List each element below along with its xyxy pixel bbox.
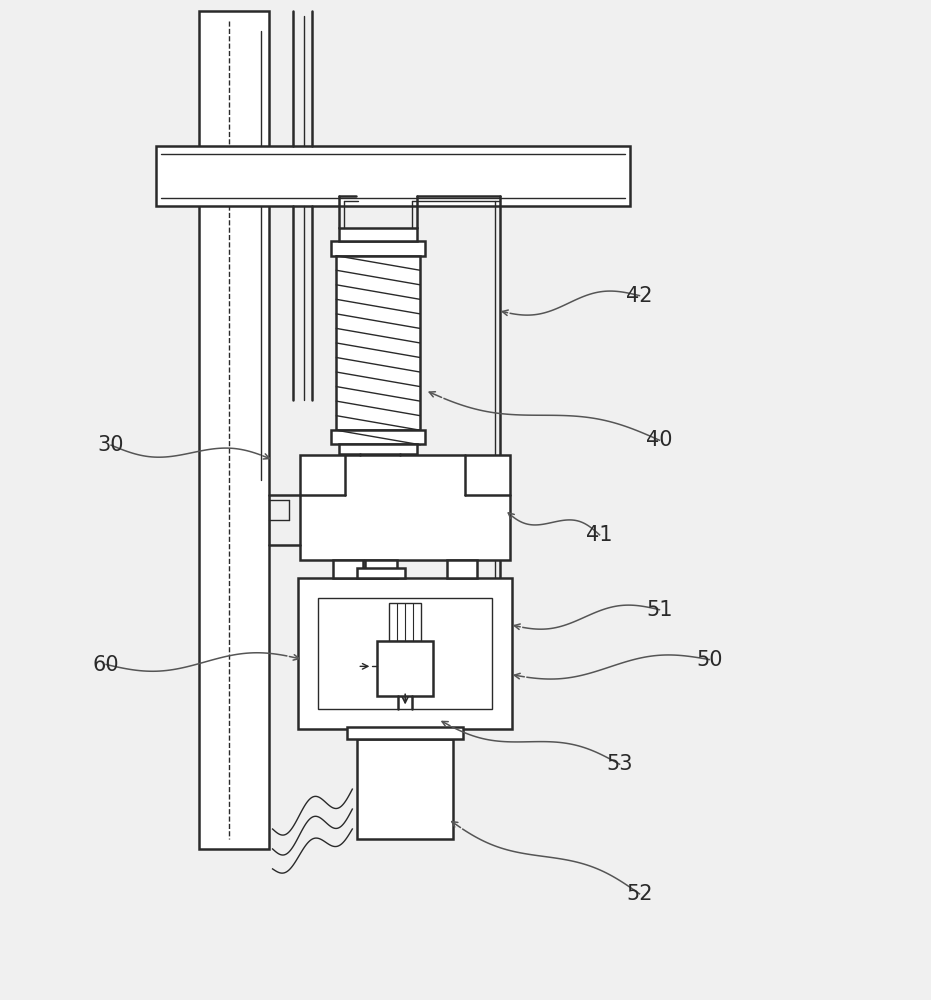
Bar <box>347 727 463 739</box>
Bar <box>358 568 405 578</box>
Bar <box>340 444 417 454</box>
Text: 41: 41 <box>587 525 613 545</box>
Text: 50: 50 <box>696 650 722 670</box>
Text: 51: 51 <box>646 600 673 620</box>
Bar <box>389 603 421 641</box>
Bar <box>336 256 420 430</box>
Text: 53: 53 <box>606 754 633 774</box>
Bar <box>331 430 425 444</box>
Bar <box>155 146 629 206</box>
Bar <box>333 560 363 578</box>
Text: 42: 42 <box>627 286 653 306</box>
Bar <box>301 455 510 560</box>
Bar <box>358 739 453 839</box>
Text: 40: 40 <box>646 430 673 450</box>
Text: 60: 60 <box>93 655 119 675</box>
Bar <box>447 560 477 578</box>
Bar <box>365 560 398 578</box>
Bar <box>340 228 417 241</box>
Bar <box>331 241 425 256</box>
Bar <box>299 578 512 729</box>
Bar <box>377 641 433 696</box>
Text: 30: 30 <box>98 435 125 455</box>
Bar <box>318 598 492 709</box>
Text: 52: 52 <box>627 884 653 904</box>
Bar <box>199 11 268 849</box>
